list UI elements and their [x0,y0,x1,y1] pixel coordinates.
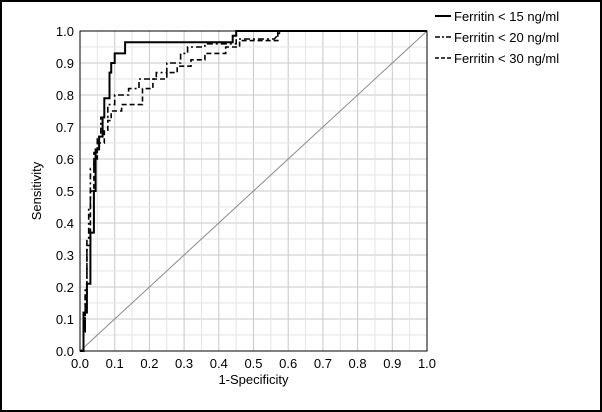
y-tick-label: 0.7 [56,120,74,135]
y-tick-label: 0.5 [56,184,74,199]
x-tick-label: 1.0 [418,356,436,371]
y-tick-label: 0.1 [56,312,74,327]
x-axis-title: 1-Specificity [218,372,289,387]
x-tick-label: 0.1 [106,356,124,371]
legend-label: Ferritin < 30 ng/ml [454,51,559,66]
x-tick-label: 0.8 [349,356,367,371]
x-tick-label: 0.7 [314,356,332,371]
y-tick-label: 1.0 [56,24,74,39]
legend-label: Ferritin < 15 ng/ml [454,9,559,24]
y-tick-label: 0.3 [56,248,74,263]
x-tick-label: 0.2 [140,356,158,371]
x-tick-label: 0.5 [244,356,262,371]
x-tick-label: 0.4 [210,356,228,371]
legend-label: Ferritin < 20 ng/ml [454,30,559,45]
y-tick-label: 0.9 [56,56,74,71]
x-tick-label: 0.3 [175,356,193,371]
y-tick-label: 0.2 [56,280,74,295]
y-tick-label: 0.0 [56,344,74,359]
x-tick-label: 0.6 [279,356,297,371]
y-tick-label: 0.8 [56,88,74,103]
y-tick-label: 0.4 [56,216,74,231]
x-tick-label: 0.9 [383,356,401,371]
y-axis-title: Sensitivity [29,161,44,220]
y-tick-label: 0.6 [56,152,74,167]
